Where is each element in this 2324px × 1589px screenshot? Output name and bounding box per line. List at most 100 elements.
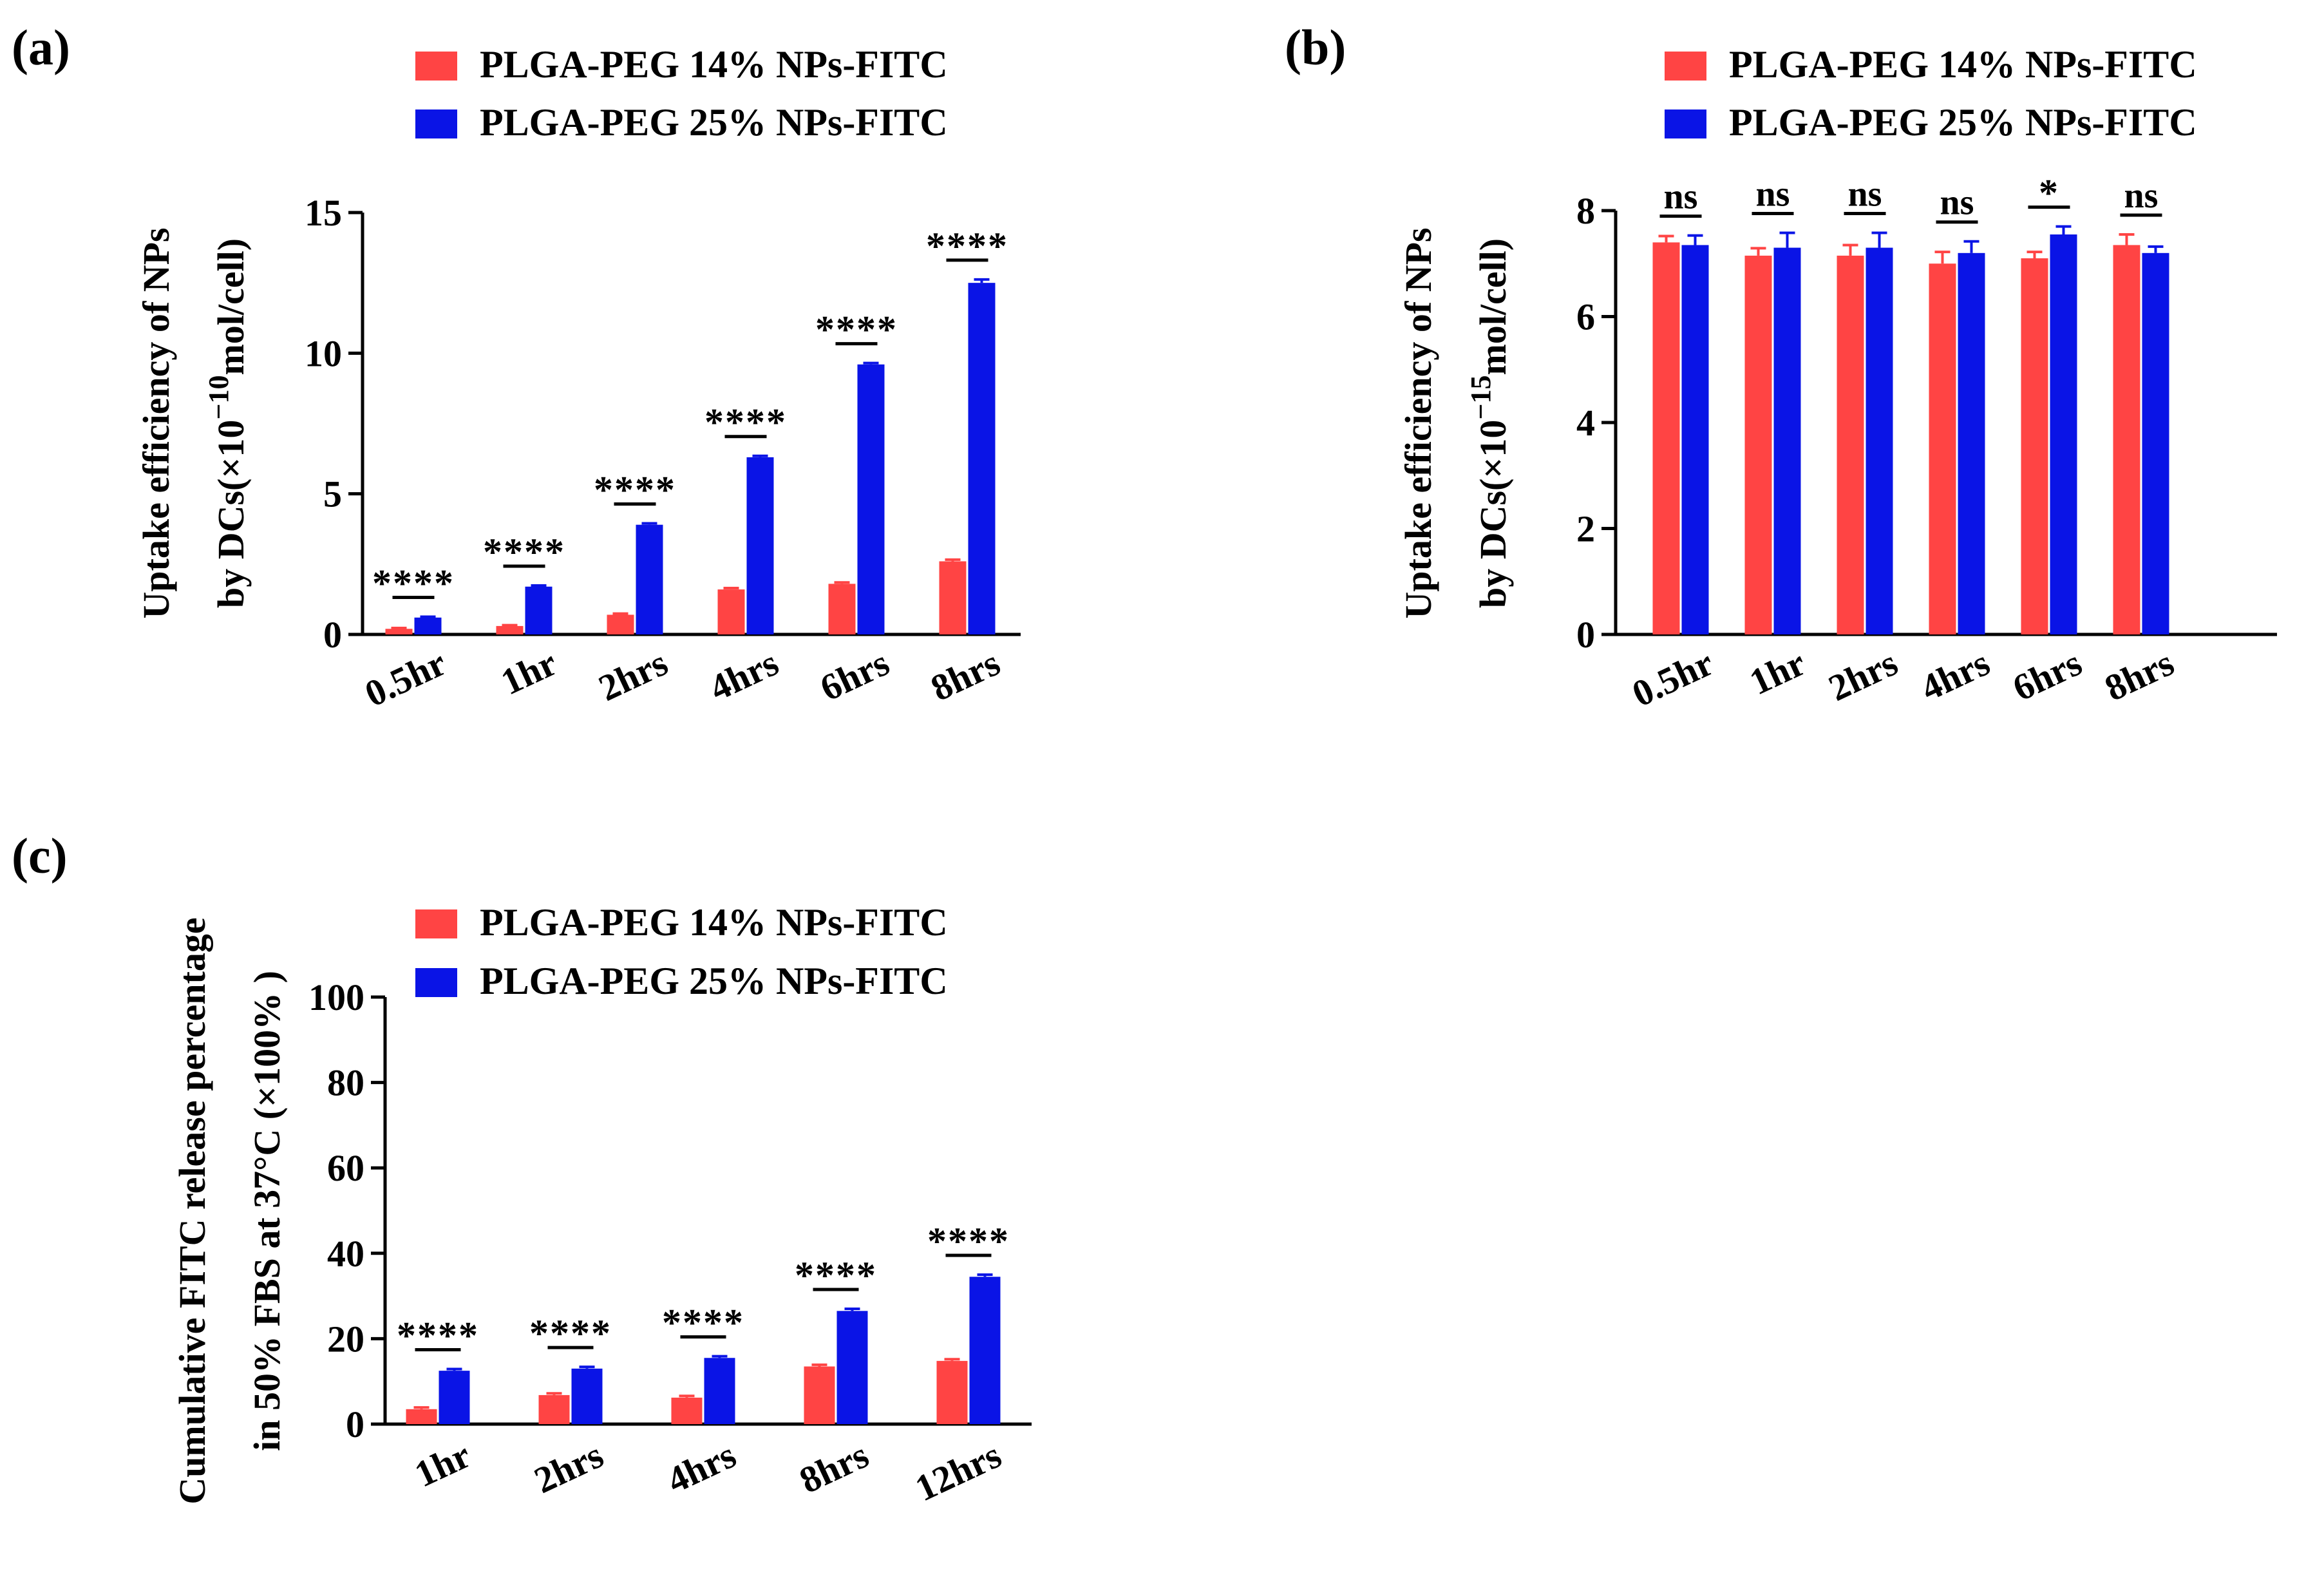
significance-label: *	[2039, 172, 2059, 214]
legend-label-series-14: PLGA-PEG 14% NPs-FITC	[480, 43, 948, 86]
x-tick-label: 6hrs	[2007, 642, 2088, 709]
significance-label: ns	[1756, 175, 1790, 214]
significance-label: ****	[662, 1302, 744, 1344]
y-tick-label: 6	[1576, 296, 1595, 338]
bar-series-14-2hrs	[538, 1394, 570, 1424]
chart-panel-1: (a) PLGA-PEG 14% NPs-FITC PLGA-PEG 25% NPs…	[12, 19, 1021, 715]
x-tick-label: 8hrs	[925, 642, 1006, 709]
bar-series-14-8hrs	[804, 1366, 835, 1424]
panel-label: (c)	[12, 828, 68, 884]
bar-series-14-0.5hr	[385, 629, 413, 634]
bar-series-25-8hrs	[2142, 252, 2169, 634]
bar-series-25-0.5hr	[1681, 245, 1709, 634]
bar-series-14-0.5hr	[1652, 242, 1680, 635]
chart-panel-3: (c) PLGA-PEG 14% NPs-FITC PLGA-PEG 25% NPs…	[12, 828, 1032, 1509]
bar-series-14-12hrs	[936, 1360, 968, 1424]
bar-series-14-4hrs	[1929, 263, 1956, 634]
bar-series-25-0.5hr	[414, 617, 442, 634]
y-tick-label: 10	[305, 332, 342, 374]
legend-label-series-25: PLGA-PEG 25% NPs-FITC	[480, 101, 948, 144]
significance-label: ****	[795, 1254, 877, 1297]
bar-series-14-4hrs	[717, 589, 745, 634]
x-tick-label: 12hrs	[909, 1434, 1007, 1509]
y-tick-label: 80	[327, 1062, 364, 1104]
bar-series-25-1hr	[1773, 247, 1801, 634]
legend: PLGA-PEG 14% NPs-FITC PLGA-PEG 25% NPs-FI…	[415, 43, 948, 144]
bar-series-25-8hrs	[968, 283, 996, 635]
y-tick-label: 5	[323, 473, 342, 515]
legend: PLGA-PEG 14% NPs-FITC PLGA-PEG 25% NPs-FI…	[415, 901, 948, 1002]
bar-series-25-2hrs	[636, 524, 663, 634]
bar-series-25-1hr	[525, 586, 553, 634]
bar-series-14-2hrs	[1837, 255, 1864, 635]
x-tick-label: 4hrs	[1914, 642, 1996, 709]
x-tick-label: 4hrs	[703, 642, 785, 709]
y-axis-label-line2: in 50% FBS at 37°C (×100% )	[246, 971, 288, 1451]
legend-label-series-14: PLGA-PEG 14% NPs-FITC	[480, 901, 948, 944]
legend-swatch-series-14	[415, 52, 457, 81]
y-tick-label: 0	[346, 1403, 364, 1445]
bar-series-14-8hrs	[939, 561, 967, 634]
bar-series-14-1hr	[1744, 255, 1772, 635]
panel-label: (a)	[12, 19, 70, 75]
bar-series-25-2hrs	[571, 1368, 603, 1424]
y-tick-label: 100	[308, 976, 364, 1018]
y-tick-label: 0	[1576, 614, 1595, 656]
bar-series-14-1hr	[406, 1409, 437, 1424]
significance-label: ns	[1664, 177, 1698, 217]
x-tick-label: 0.5hr	[1626, 642, 1720, 715]
bar-series-25-6hrs	[857, 364, 885, 634]
bar-series-25-4hrs	[704, 1358, 735, 1424]
y-tick-label: 20	[327, 1318, 364, 1360]
bar-series-14-2hrs	[607, 614, 634, 634]
legend-label-series-25: PLGA-PEG 25% NPs-FITC	[1729, 101, 2197, 144]
legend-swatch-series-14	[415, 909, 457, 938]
y-tick-label: 60	[327, 1147, 364, 1189]
legend-swatch-series-14	[1665, 52, 1706, 81]
significance-label: ****	[397, 1314, 479, 1356]
significance-label: ns	[2124, 176, 2159, 216]
significance-label: ns	[1940, 183, 1974, 223]
bar-series-25-1hr	[439, 1371, 470, 1424]
y-tick-label: 2	[1576, 508, 1595, 550]
x-tick-label: 4hrs	[661, 1434, 742, 1501]
bar-series-14-1hr	[496, 625, 524, 634]
y-tick-label: 8	[1576, 190, 1595, 232]
significance-label: ****	[594, 469, 676, 511]
x-tick-label: 2hrs	[528, 1434, 610, 1501]
x-tick-label: 2hrs	[1822, 642, 1904, 709]
legend-swatch-series-25	[415, 109, 457, 138]
significance-label: ****	[815, 309, 898, 351]
legend-label-series-25: PLGA-PEG 25% NPs-FITC	[480, 960, 948, 1002]
x-tick-label: 2hrs	[592, 642, 674, 709]
y-axis-label-line1: Uptake efficiency of NPs	[135, 227, 177, 618]
x-tick-label: 8hrs	[2099, 642, 2180, 709]
x-tick-label: 8hrs	[793, 1434, 875, 1501]
significance-label: ****	[529, 1312, 612, 1355]
bar-series-14-6hrs	[2021, 258, 2048, 634]
legend-swatch-series-25	[415, 968, 457, 997]
x-tick-label: 0.5hr	[359, 642, 453, 715]
y-tick-label: 15	[305, 192, 342, 234]
y-tick-label: 4	[1576, 402, 1595, 444]
bar-series-25-6hrs	[2050, 234, 2077, 634]
bar-series-25-2hrs	[1866, 247, 1893, 634]
bar-series-25-12hrs	[969, 1277, 1001, 1424]
y-axis-label-line1: Uptake efficiency of NPs	[1397, 227, 1439, 618]
bar-series-14-6hrs	[828, 584, 856, 634]
y-tick-label: 0	[323, 614, 342, 656]
panel-label: (b)	[1285, 19, 1346, 75]
significance-label: ****	[372, 562, 455, 604]
bar-series-14-8hrs	[2113, 245, 2140, 634]
significance-label: ns	[1848, 175, 1882, 214]
bar-series-25-4hrs	[746, 457, 774, 634]
x-tick-label: 1hr	[495, 642, 563, 703]
bar-series-14-4hrs	[671, 1397, 703, 1424]
significance-label: ****	[483, 531, 565, 573]
significance-label: ****	[704, 401, 787, 444]
x-tick-label: 1hr	[408, 1434, 477, 1496]
x-tick-label: 6hrs	[814, 642, 896, 709]
y-axis-label-line2: by DCs(×10−15mol/cell)	[1465, 238, 1514, 608]
x-tick-label: 1hr	[1743, 642, 1811, 703]
